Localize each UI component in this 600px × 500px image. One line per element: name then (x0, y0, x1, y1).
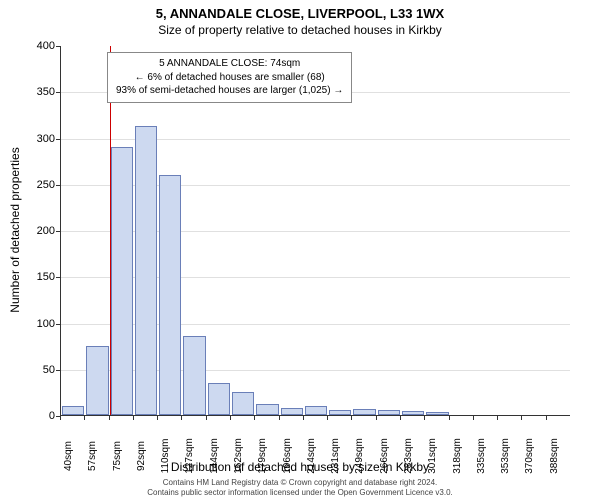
x-tick-mark (181, 416, 182, 420)
histogram-bar (232, 392, 254, 415)
histogram-bar (426, 412, 448, 415)
x-tick-label: 92sqm (136, 441, 147, 471)
x-tick-label: 249sqm (354, 438, 365, 474)
x-tick-mark (473, 416, 474, 420)
x-tick-mark (327, 416, 328, 420)
x-tick-mark (497, 416, 498, 420)
x-tick-label: 162sqm (233, 438, 244, 474)
x-tick-mark (449, 416, 450, 420)
x-tick-mark (424, 416, 425, 420)
y-tick-mark (56, 324, 60, 325)
x-tick-mark (376, 416, 377, 420)
x-tick-mark (133, 416, 134, 420)
x-tick-mark (546, 416, 547, 420)
x-tick-mark (400, 416, 401, 420)
annotation-box: 5 ANNANDALE CLOSE: 74sqm← 6% of detached… (107, 52, 352, 103)
y-tick-mark (56, 46, 60, 47)
x-tick-mark (303, 416, 304, 420)
y-tick-mark (56, 231, 60, 232)
chart-title-sub: Size of property relative to detached ho… (0, 21, 600, 37)
x-tick-label: 144sqm (209, 438, 220, 474)
x-tick-label: 214sqm (306, 438, 317, 474)
x-tick-mark (254, 416, 255, 420)
x-tick-label: 388sqm (549, 438, 560, 474)
histogram-bar (86, 346, 108, 415)
x-tick-mark (206, 416, 207, 420)
x-tick-label: 318sqm (452, 438, 463, 474)
x-tick-label: 40sqm (63, 441, 74, 471)
x-tick-label: 179sqm (257, 438, 268, 474)
x-tick-mark (109, 416, 110, 420)
histogram-bar (135, 126, 157, 415)
histogram-bar (111, 147, 133, 415)
y-tick-mark (56, 370, 60, 371)
annotation-line: 5 ANNANDALE CLOSE: 74sqm (116, 57, 343, 71)
x-tick-label: 301sqm (427, 438, 438, 474)
histogram-bar (402, 411, 424, 415)
y-tick-mark (56, 92, 60, 93)
chart-title-main: 5, ANNANDALE CLOSE, LIVERPOOL, L33 1WX (0, 0, 600, 21)
x-tick-mark (60, 416, 61, 420)
x-tick-mark (157, 416, 158, 420)
y-tick-label: 0 (25, 410, 55, 422)
y-tick-mark (56, 277, 60, 278)
histogram-bar (329, 410, 351, 415)
chart-footer: Contains HM Land Registry data © Crown c… (0, 478, 600, 497)
x-tick-label: 75sqm (112, 441, 123, 471)
histogram-bar (256, 404, 278, 415)
y-tick-label: 200 (25, 225, 55, 237)
x-tick-label: 266sqm (379, 438, 390, 474)
histogram-bar (281, 408, 303, 415)
y-tick-mark (56, 139, 60, 140)
histogram-bar (159, 175, 181, 416)
x-tick-label: 110sqm (160, 439, 171, 474)
x-tick-mark (84, 416, 85, 420)
y-tick-label: 400 (25, 40, 55, 52)
histogram-chart: 5, ANNANDALE CLOSE, LIVERPOOL, L33 1WX S… (0, 0, 600, 500)
annotation-line: ← 6% of detached houses are smaller (68) (116, 71, 343, 85)
y-tick-label: 300 (25, 133, 55, 145)
x-tick-mark (521, 416, 522, 420)
plot-area: 5 ANNANDALE CLOSE: 74sqm← 6% of detached… (60, 46, 570, 416)
y-tick-label: 50 (25, 364, 55, 376)
y-tick-label: 250 (25, 179, 55, 191)
x-tick-mark (230, 416, 231, 420)
histogram-bar (183, 336, 205, 415)
x-tick-label: 127sqm (184, 438, 195, 474)
y-tick-label: 150 (25, 271, 55, 283)
x-tick-label: 283sqm (403, 438, 414, 474)
x-tick-label: 370sqm (524, 438, 535, 474)
x-tick-label: 353sqm (500, 438, 511, 474)
x-tick-label: 335sqm (476, 438, 487, 474)
histogram-bar (353, 409, 375, 415)
x-tick-label: 231sqm (330, 438, 341, 474)
histogram-bar (62, 406, 84, 415)
x-tick-mark (279, 416, 280, 420)
histogram-bar (208, 383, 230, 415)
y-tick-label: 100 (25, 318, 55, 330)
histogram-bar (305, 406, 327, 415)
annotation-line: 93% of semi-detached houses are larger (… (116, 84, 343, 98)
histogram-bar (378, 410, 400, 415)
x-tick-label: 57sqm (87, 441, 98, 471)
footer-line-2: Contains public sector information licen… (0, 488, 600, 498)
y-tick-mark (56, 185, 60, 186)
footer-line-1: Contains HM Land Registry data © Crown c… (0, 478, 600, 488)
x-tick-label: 196sqm (282, 438, 293, 474)
y-tick-label: 350 (25, 86, 55, 98)
y-axis-label: Number of detached properties (8, 147, 22, 312)
x-tick-mark (351, 416, 352, 420)
